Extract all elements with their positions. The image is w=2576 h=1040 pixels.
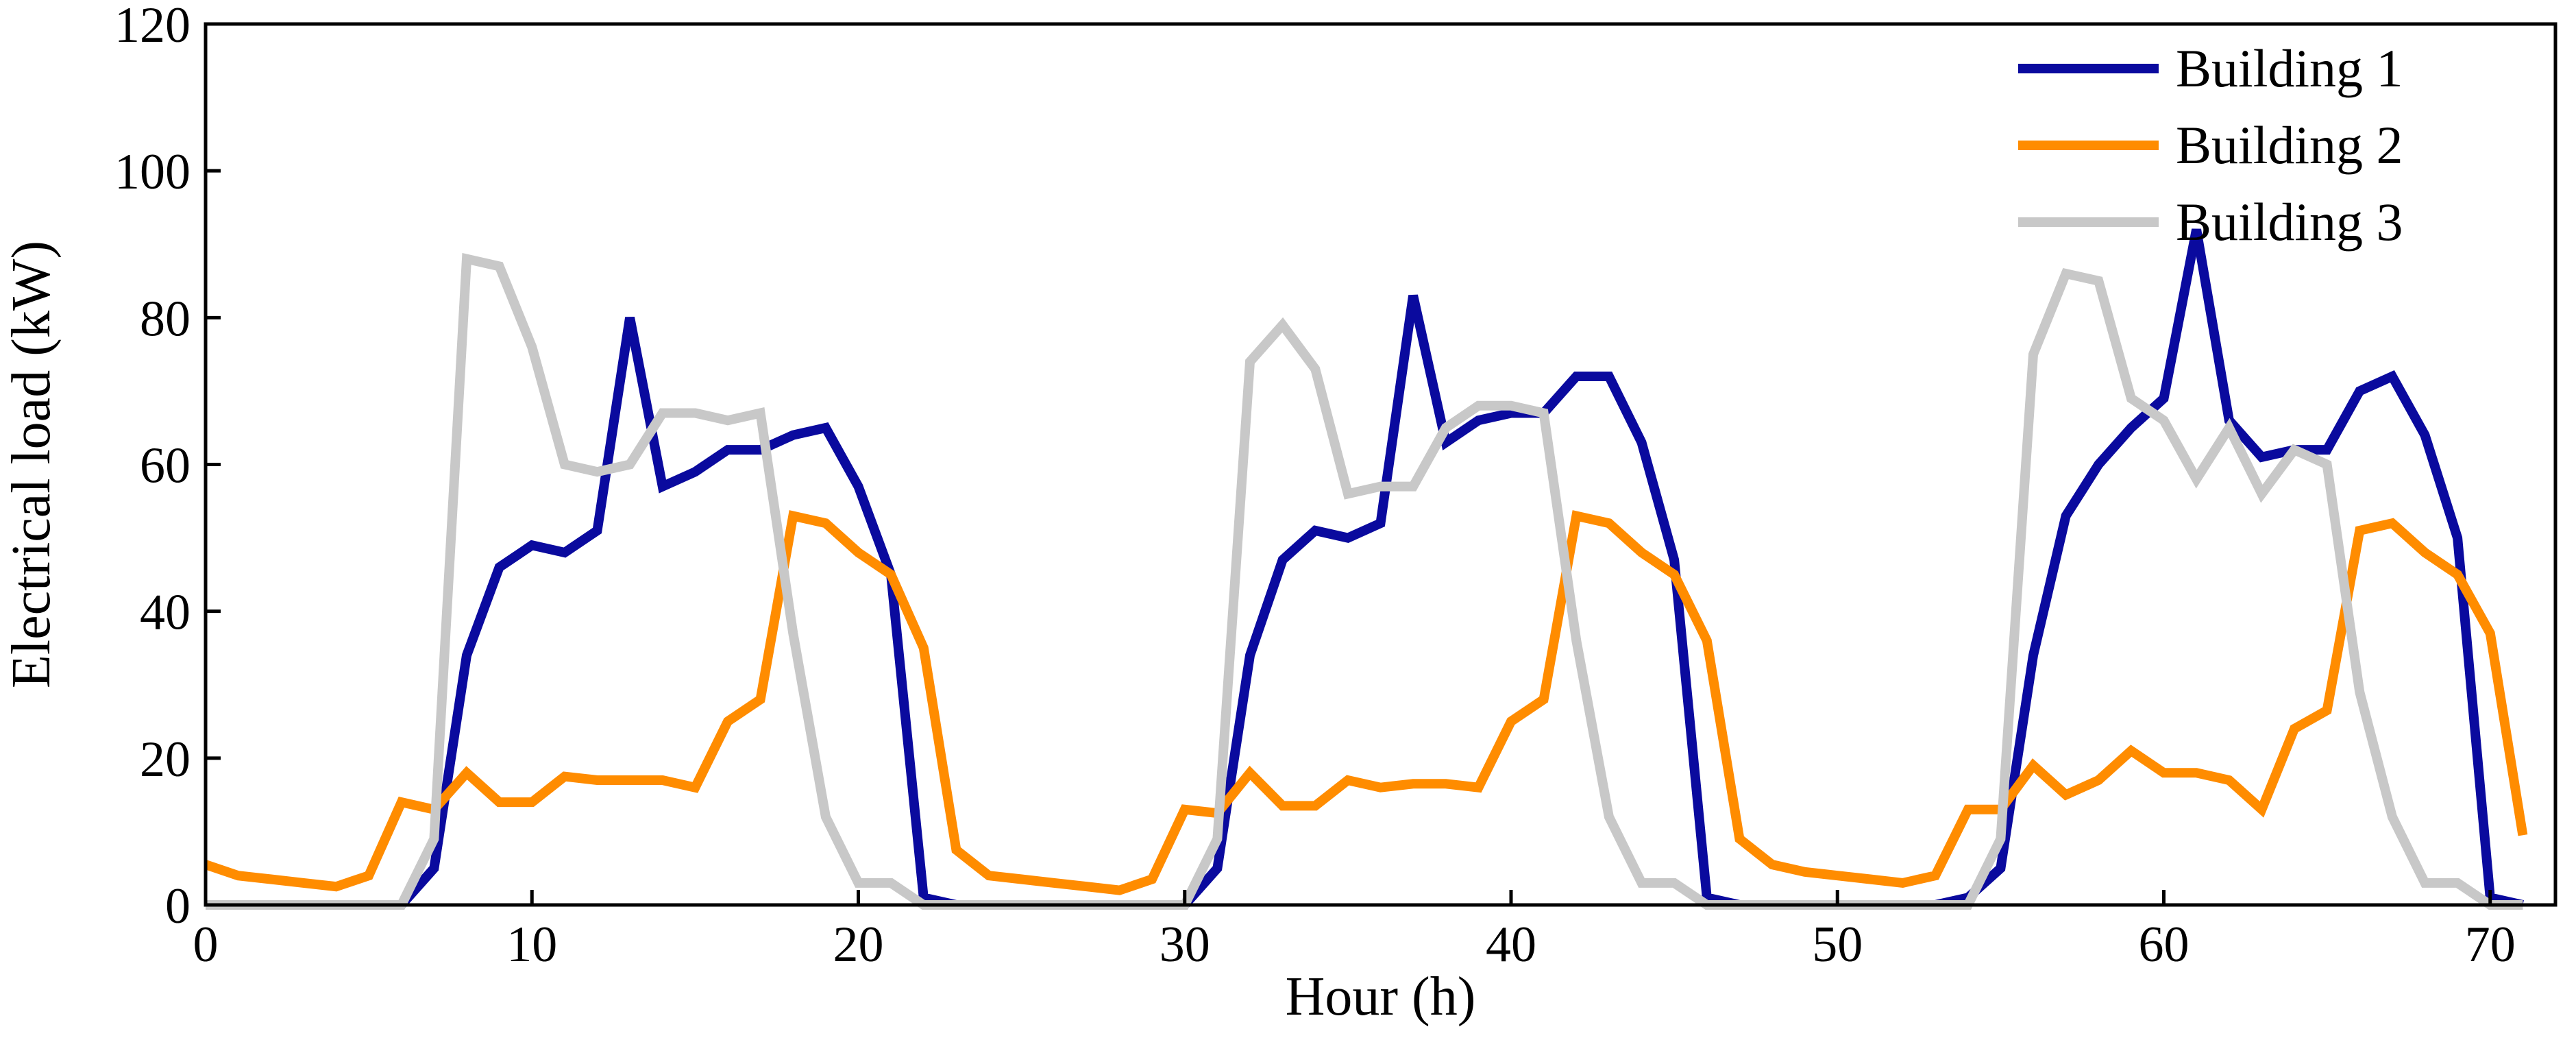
y-tick-label: 40 <box>140 585 191 641</box>
x-tick-label: 0 <box>193 917 219 973</box>
series-line-2 <box>204 510 2528 895</box>
x-tick-label: 20 <box>833 917 884 973</box>
plot-lines <box>204 228 2528 910</box>
x-tick-label: 60 <box>2139 917 2189 973</box>
y-tick-label: 100 <box>114 144 191 200</box>
legend-label-2: Building 2 <box>2176 115 2403 175</box>
y-tick-label: 20 <box>140 731 191 788</box>
y-axis: 0 20 40 60 80 100 120 <box>114 0 221 934</box>
x-tick-label: 70 <box>2465 917 2516 973</box>
legend-label-1: Building 1 <box>2176 38 2403 98</box>
legend: Building 1 Building 2 Building 3 <box>2018 38 2403 252</box>
x-axis-title: Hour (h) <box>1286 967 1476 1027</box>
y-tick-label: 80 <box>140 291 191 347</box>
series-line-1 <box>206 228 2524 910</box>
y-tick-label: 0 <box>165 878 191 934</box>
x-tick-label: 30 <box>1160 917 1210 973</box>
y-axis-title: Electrical load (kW) <box>1 241 62 688</box>
x-tick-label: 10 <box>506 917 557 973</box>
legend-label-3: Building 3 <box>2176 192 2403 252</box>
x-tick-label: 50 <box>1812 917 1863 973</box>
series-line-3 <box>206 253 2523 910</box>
x-tick-label: 40 <box>1486 917 1536 973</box>
x-axis: 0 10 20 30 40 50 60 70 <box>193 890 2516 973</box>
y-tick-label: 120 <box>114 0 191 53</box>
y-tick-label: 60 <box>140 438 191 494</box>
